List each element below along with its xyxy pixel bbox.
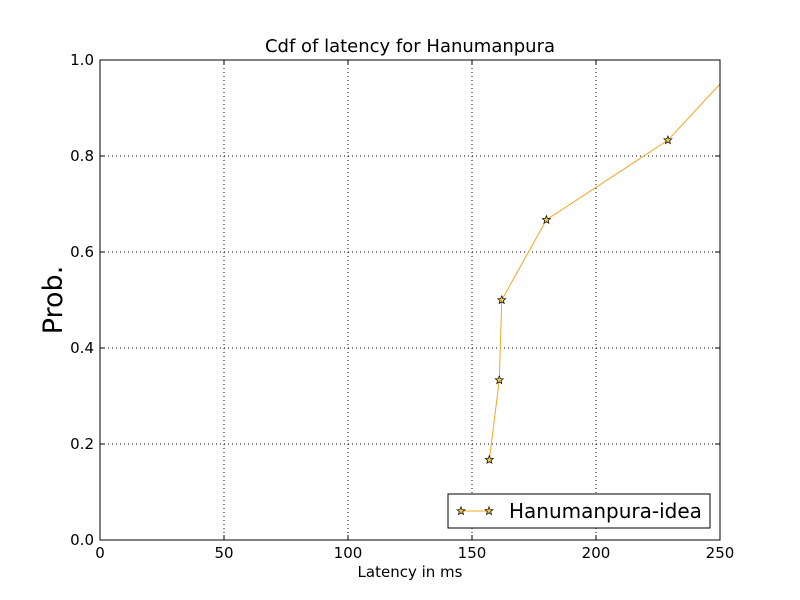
x-tick-label: 100 [334,544,363,562]
data-point-marker [663,134,673,145]
y-tick-label: 0.2 [70,435,94,453]
ticks: 0 50 100 150 200 250 0.0 0.2 0.4 0.6 0.8 1.0 [70,51,734,562]
series-line [488,83,721,460]
series-layer [484,83,721,465]
y-axis-label: Prob. [38,266,69,335]
data-point-marker [484,454,495,465]
y-tick-label: 0.0 [70,531,94,549]
legend-label: Hanumanpura-idea [509,499,702,523]
y-tick-label: 1.0 [70,51,94,69]
x-tick-label: 50 [214,544,233,562]
x-tick-label: 200 [582,544,611,562]
x-tick-label: 250 [706,544,735,562]
x-tick-label: 150 [458,544,487,562]
chart-title: Cdf of latency for Hanumanpura [265,36,555,57]
data-point-marker [496,294,507,305]
legend-marker [484,505,494,516]
y-tick-label: 0.8 [70,147,94,165]
legend-marker [456,505,466,516]
grid [100,60,720,540]
y-tick-label: 0.6 [70,243,94,261]
y-tick-label: 0.4 [70,339,94,357]
legend: Hanumanpura-idea [447,493,711,529]
data-point-marker [494,374,505,385]
data-point-marker [541,214,552,225]
x-tick-label: 0 [95,544,105,562]
x-axis-label: Latency in ms [358,563,463,581]
plot-frame [99,59,721,541]
legend-markers [456,505,494,516]
